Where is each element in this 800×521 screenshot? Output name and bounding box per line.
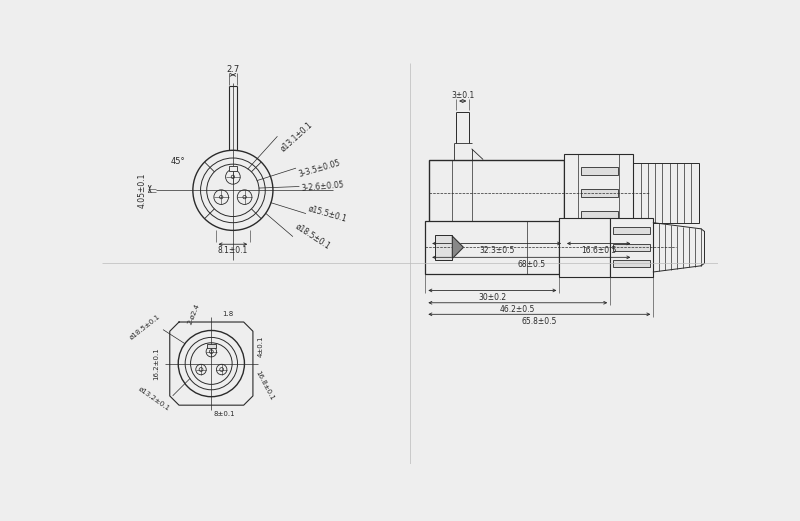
Text: 3-3.5±0.05: 3-3.5±0.05 (298, 158, 341, 179)
Bar (614, 244, 650, 251)
Text: 4.05±0.1: 4.05±0.1 (138, 172, 146, 208)
Bar (229, 166, 237, 171)
Text: 68±0.5: 68±0.5 (518, 260, 546, 269)
Text: 3±0.1: 3±0.1 (451, 91, 474, 100)
Text: 16.8±0.1: 16.8±0.1 (254, 369, 275, 401)
Text: 30±0.2: 30±0.2 (478, 293, 506, 302)
Bar (614, 260, 650, 267)
Text: ø13.2±0.1: ø13.2±0.1 (138, 386, 171, 412)
Polygon shape (452, 236, 463, 258)
Text: 8.1±0.1: 8.1±0.1 (218, 246, 248, 255)
Bar (581, 167, 618, 175)
Text: ø13.1±0.1: ø13.1±0.1 (278, 120, 314, 153)
Bar (581, 189, 618, 197)
Bar (435, 235, 452, 259)
Text: 4±0.1: 4±0.1 (258, 336, 263, 357)
Bar (207, 343, 215, 348)
Bar (430, 159, 564, 227)
Text: 16.6±0.5: 16.6±0.5 (581, 246, 616, 255)
Text: 65.8±0.5: 65.8±0.5 (522, 317, 557, 326)
Text: ø18.5±0.1: ø18.5±0.1 (128, 313, 161, 341)
Text: 8±0.1: 8±0.1 (214, 412, 235, 417)
Text: 2-ø2.4: 2-ø2.4 (186, 303, 201, 326)
Bar (564, 154, 634, 232)
Text: 2.7: 2.7 (226, 65, 239, 74)
Text: 1.8: 1.8 (222, 312, 234, 317)
Bar (559, 218, 610, 277)
Text: 16.2±0.1: 16.2±0.1 (153, 347, 159, 380)
Text: ø15.5±0.1: ø15.5±0.1 (307, 204, 348, 224)
Text: 32.3±0.5: 32.3±0.5 (479, 246, 514, 255)
Text: ø18.5±0.1: ø18.5±0.1 (294, 222, 333, 251)
Text: 46.2±0.5: 46.2±0.5 (500, 305, 535, 314)
Bar (610, 218, 654, 277)
Text: 3-2.6±0.05: 3-2.6±0.05 (301, 180, 344, 193)
Text: 45°: 45° (170, 157, 185, 166)
Bar (426, 221, 559, 274)
Bar (614, 228, 650, 234)
Bar (581, 211, 618, 219)
